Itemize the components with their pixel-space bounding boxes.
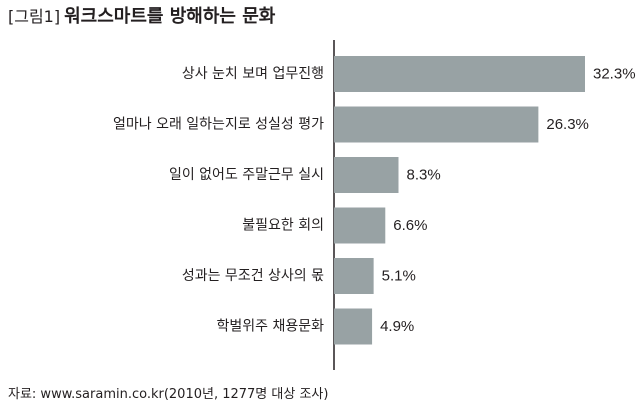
- figure-tag: [그림1]: [8, 7, 61, 26]
- source-note: 자료: www.saramin.co.kr(2010년, 1277명 대상 조사…: [8, 387, 329, 402]
- value-label: 4.9%: [380, 318, 414, 335]
- value-label: 32.3%: [593, 66, 636, 83]
- value-label: 6.6%: [393, 217, 427, 234]
- bar: [334, 258, 374, 294]
- value-label: 5.1%: [382, 268, 416, 285]
- chart-title: [그림1] 워크스마트를 방해하는 문화: [8, 4, 275, 30]
- category-label: 얼마나 오래 일하는지로 성실성 평가: [113, 117, 324, 133]
- category-label: 불필요한 회의: [242, 218, 324, 234]
- value-label: 8.3%: [406, 167, 440, 184]
- bar-chart: 상사 눈치 보며 업무진행 32.3% 얼마나 오래 일하는지로 성실성 평가 26.…: [113, 40, 636, 370]
- bar: [334, 106, 539, 143]
- bar: [334, 207, 386, 244]
- bar: [334, 56, 585, 92]
- bar: [334, 308, 373, 345]
- value-label: 26.3%: [546, 116, 589, 133]
- category-label: 상사 눈치 보며 업무진행: [182, 66, 324, 82]
- category-label: 일이 없어도 주말근무 실시: [169, 167, 324, 183]
- category-label: 학벌위주 채용문화: [217, 319, 325, 335]
- title-text: 워크스마트를 방해하는 문화: [64, 6, 276, 27]
- bar: [334, 157, 399, 193]
- category-label: 성과는 무조건 상사의 몫: [182, 268, 324, 284]
